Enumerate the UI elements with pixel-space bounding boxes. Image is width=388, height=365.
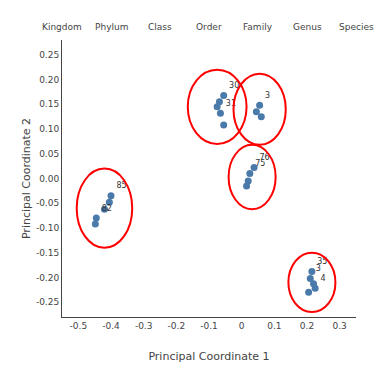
svg-text:Kingdom: Kingdom [42,22,82,32]
svg-text:0: 0 [239,321,245,331]
svg-text:-0.10: -0.10 [36,223,60,233]
svg-text:-0.4: -0.4 [102,321,120,331]
svg-text:Order: Order [196,22,222,32]
svg-text:Phylum: Phylum [95,22,128,32]
svg-text:Genus: Genus [293,22,322,32]
svg-text:75: 75 [255,159,265,168]
svg-text:35: 35 [317,257,327,266]
svg-text:Principal Coordinate 1: Principal Coordinate 1 [148,350,269,363]
svg-text:0.05: 0.05 [39,149,59,159]
svg-text:0.1: 0.1 [267,321,281,331]
svg-text:4: 4 [321,274,326,283]
svg-text:Family: Family [243,22,273,32]
svg-text:82: 82 [102,204,112,213]
svg-text:Principal Coordinate 2: Principal Coordinate 2 [20,118,33,239]
svg-text:-0.20: -0.20 [36,273,60,283]
svg-text:0.10: 0.10 [39,124,59,134]
svg-text:3: 3 [316,264,321,273]
svg-text:-0.15: -0.15 [36,248,59,258]
svg-text:76: 76 [259,153,269,162]
svg-text:0.00: 0.00 [39,174,59,184]
svg-text:-0.5: -0.5 [70,321,88,331]
svg-text:-0.05: -0.05 [36,198,59,208]
svg-text:3: 3 [265,91,270,100]
svg-text:0.3: 0.3 [333,321,347,331]
svg-text:30: 30 [229,81,239,90]
svg-text:Class: Class [148,22,172,32]
svg-text:-0.25: -0.25 [36,297,59,307]
svg-text:-0.2: -0.2 [168,321,186,331]
svg-text:0.2: 0.2 [300,321,314,331]
svg-text:-0.1: -0.1 [200,321,218,331]
svg-text:0.20: 0.20 [39,75,59,85]
svg-text:31: 31 [226,99,236,108]
svg-text:0.25: 0.25 [39,50,59,60]
svg-text:0.15: 0.15 [39,99,59,109]
svg-text:85: 85 [116,181,126,190]
svg-text:-0.3: -0.3 [135,321,153,331]
svg-text:Species: Species [339,22,374,32]
